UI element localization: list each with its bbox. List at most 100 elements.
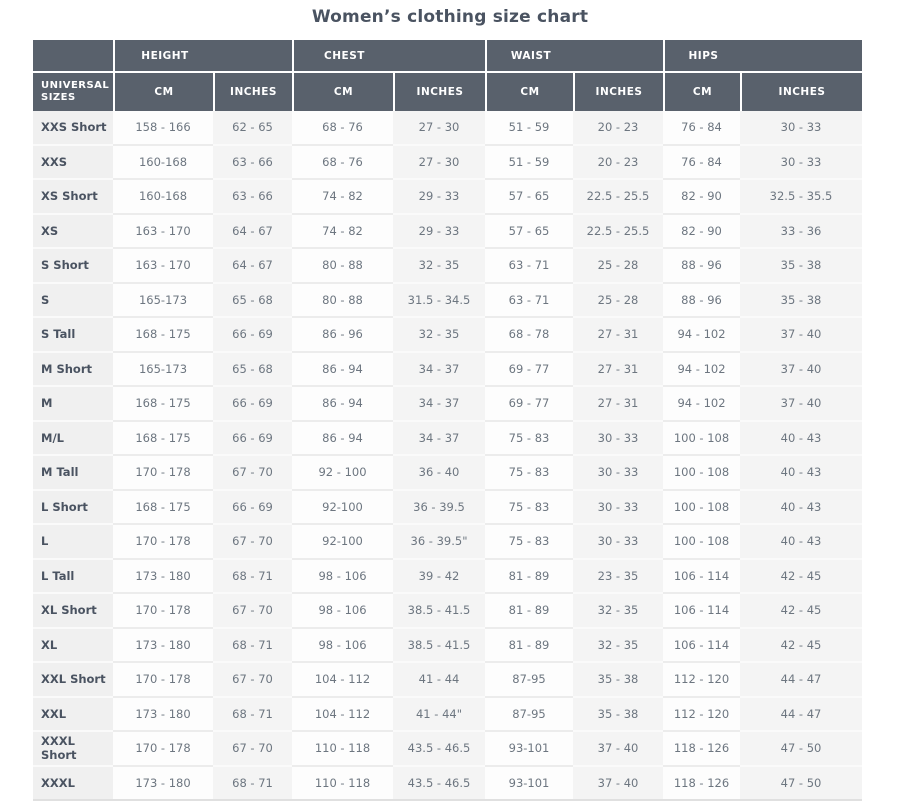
cell-cm: 112 - 120 <box>663 663 740 698</box>
row-label: XS <box>33 215 113 250</box>
cell-cm: 93-101 <box>485 732 573 767</box>
cell-inches: 23 - 35 <box>573 560 663 595</box>
cell-cm: 173 - 180 <box>113 560 213 595</box>
cell-cm: 51 - 59 <box>485 111 573 146</box>
chest-cm-header: CM <box>292 73 393 111</box>
cell-inches: 43.5 - 46.5 <box>393 732 485 767</box>
cell-inches: 35 - 38 <box>740 284 862 319</box>
cell-cm: 80 - 88 <box>292 284 393 319</box>
row-label: XXL <box>33 698 113 733</box>
group-header-chest: CHEST <box>292 40 485 73</box>
cell-inches: 42 - 45 <box>740 560 862 595</box>
cell-cm: 88 - 96 <box>663 249 740 284</box>
cell-cm: 106 - 114 <box>663 560 740 595</box>
cell-cm: 158 - 166 <box>113 111 213 146</box>
cell-cm: 110 - 118 <box>292 732 393 767</box>
cell-cm: 68 - 76 <box>292 146 393 181</box>
cell-inches: 63 - 66 <box>213 146 292 181</box>
cell-cm: 87-95 <box>485 663 573 698</box>
cell-inches: 41 - 44 <box>393 663 485 698</box>
cell-cm: 173 - 180 <box>113 629 213 664</box>
cell-inches: 44 - 47 <box>740 663 862 698</box>
cell-inches: 35 - 38 <box>740 249 862 284</box>
cell-inches: 37 - 40 <box>740 318 862 353</box>
cell-inches: 31.5 - 34.5 <box>393 284 485 319</box>
cell-cm: 170 - 178 <box>113 456 213 491</box>
cell-inches: 32.5 - 35.5 <box>740 180 862 215</box>
cell-inches: 67 - 70 <box>213 594 292 629</box>
cell-inches: 65 - 68 <box>213 284 292 319</box>
cell-cm: 170 - 178 <box>113 525 213 560</box>
cell-cm: 173 - 180 <box>113 698 213 733</box>
cell-cm: 76 - 84 <box>663 111 740 146</box>
hips-cm-header: CM <box>663 73 740 111</box>
height-cm-header: CM <box>113 73 213 111</box>
cell-cm: 75 - 83 <box>485 491 573 526</box>
cell-cm: 118 - 126 <box>663 767 740 801</box>
cell-cm: 100 - 108 <box>663 422 740 457</box>
row-label: XXS Short <box>33 111 113 146</box>
cell-cm: 75 - 83 <box>485 456 573 491</box>
cell-cm: 63 - 71 <box>485 249 573 284</box>
cell-inches: 36 - 39.5" <box>393 525 485 560</box>
group-header-hips: HIPS <box>663 40 862 73</box>
group-header-waist-label: WAIST <box>487 50 575 62</box>
cell-inches: 66 - 69 <box>213 318 292 353</box>
cell-inches: 29 - 33 <box>393 215 485 250</box>
cell-cm: 98 - 106 <box>292 629 393 664</box>
cell-cm: 168 - 175 <box>113 387 213 422</box>
cell-inches: 38.5 - 41.5 <box>393 594 485 629</box>
cell-inches: 27 - 30 <box>393 111 485 146</box>
universal-sizes-header: UNIVERSAL SIZES <box>33 73 113 111</box>
cell-inches: 22.5 - 25.5 <box>573 180 663 215</box>
cell-cm: 82 - 90 <box>663 215 740 250</box>
cell-cm: 69 - 77 <box>485 353 573 388</box>
cell-inches: 27 - 31 <box>573 387 663 422</box>
cell-cm: 118 - 126 <box>663 732 740 767</box>
cell-inches: 43.5 - 46.5 <box>393 767 485 801</box>
cell-inches: 66 - 69 <box>213 491 292 526</box>
cell-cm: 94 - 102 <box>663 353 740 388</box>
cell-cm: 168 - 175 <box>113 318 213 353</box>
cell-inches: 30 - 33 <box>573 525 663 560</box>
cell-inches: 66 - 69 <box>213 422 292 457</box>
cell-inches: 37 - 40 <box>573 767 663 801</box>
row-label: S Short <box>33 249 113 284</box>
waist-inches-header: INCHES <box>573 73 663 111</box>
cell-inches: 30 - 33 <box>740 111 862 146</box>
waist-cm-header: CM <box>485 73 573 111</box>
row-label: XXXL Short <box>33 732 113 767</box>
cell-inches: 67 - 70 <box>213 456 292 491</box>
chest-inches-header: INCHES <box>393 73 485 111</box>
group-header-waist: WAIST <box>485 40 663 73</box>
cell-cm: 98 - 106 <box>292 594 393 629</box>
cell-inches: 35 - 38 <box>573 698 663 733</box>
row-label: S Tall <box>33 318 113 353</box>
cell-inches: 40 - 43 <box>740 491 862 526</box>
cell-cm: 170 - 178 <box>113 594 213 629</box>
cell-cm: 93-101 <box>485 767 573 801</box>
cell-inches: 47 - 50 <box>740 732 862 767</box>
cell-cm: 112 - 120 <box>663 698 740 733</box>
cell-inches: 32 - 35 <box>393 249 485 284</box>
row-label: XL <box>33 629 113 664</box>
cell-cm: 92 - 100 <box>292 456 393 491</box>
cell-cm: 51 - 59 <box>485 146 573 181</box>
cell-cm: 100 - 108 <box>663 525 740 560</box>
cell-inches: 20 - 23 <box>573 111 663 146</box>
cell-inches: 41 - 44" <box>393 698 485 733</box>
hips-inches-header: INCHES <box>740 73 862 111</box>
cell-cm: 92-100 <box>292 525 393 560</box>
